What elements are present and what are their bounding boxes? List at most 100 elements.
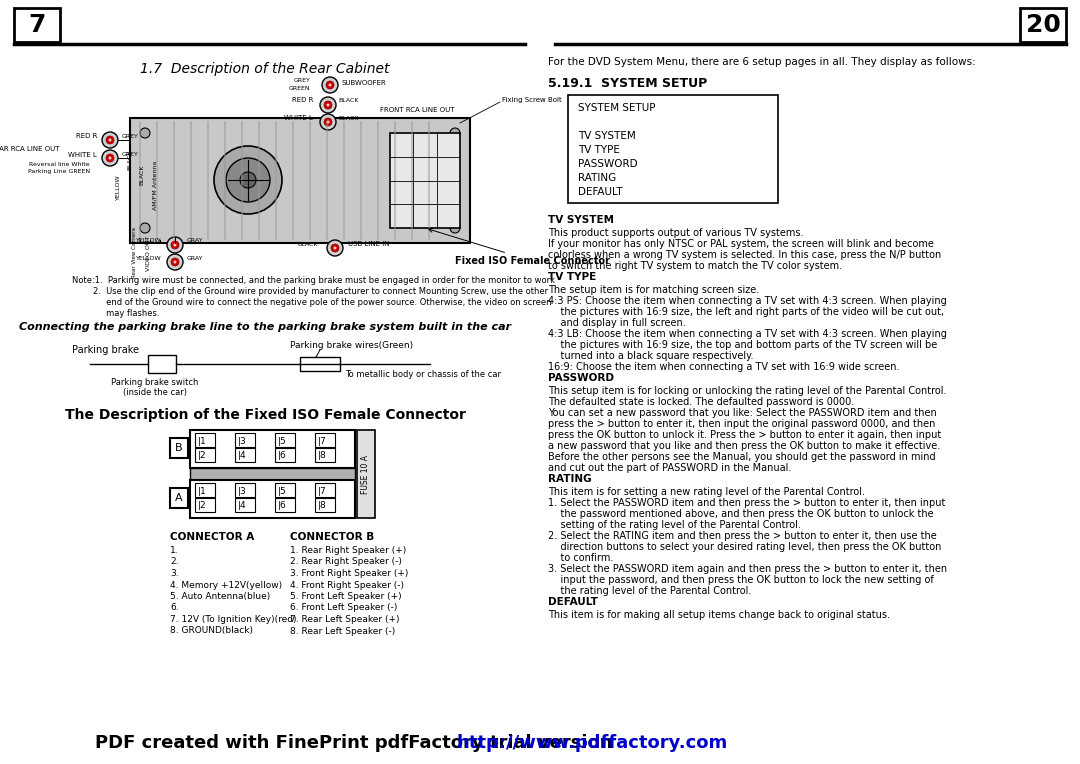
Bar [315,433,335,447]
Text: (inside the car): (inside the car) [123,388,187,397]
Text: YELLOW: YELLOW [136,255,162,261]
Bar [315,498,335,512]
Text: 8. GROUND(black): 8. GROUND(black) [170,626,253,636]
Text: 3. Select the PASSWORD item again and then press the > button to enter it, then: 3. Select the PASSWORD item again and th… [548,564,947,574]
Text: YELLOW: YELLOW [136,238,162,244]
Text: |5: |5 [278,487,287,496]
Text: 4. Front Right Speaker (-): 4. Front Right Speaker (-) [291,581,404,590]
Bar [190,468,355,480]
Text: 7. Rear Left Speaker (+): 7. Rear Left Speaker (+) [291,615,400,624]
Bar [190,430,355,468]
Text: The defaulted state is locked. The defaulted password is 0000.: The defaulted state is locked. The defau… [548,397,854,407]
Text: RED R: RED R [292,97,313,103]
Circle shape [326,103,329,106]
Text: VIDEO OUT: VIDEO OUT [146,235,150,270]
Text: http://www.pdffactory.com: http://www.pdffactory.com [457,734,728,752]
Text: FUSE 10 A: FUSE 10 A [362,455,370,494]
Circle shape [167,237,183,253]
Text: RATING: RATING [548,474,592,484]
Bar [275,433,295,447]
Bar [235,433,255,447]
Text: 7: 7 [28,13,45,37]
Text: 1.: 1. [170,546,178,555]
Circle shape [106,136,114,144]
Text: setting of the rating level of the Parental Control.: setting of the rating level of the Paren… [548,520,801,530]
Text: |8: |8 [318,501,327,510]
Circle shape [327,240,343,256]
Circle shape [450,128,460,138]
Text: 2. Rear Right Speaker (-): 2. Rear Right Speaker (-) [291,558,402,566]
Text: 20: 20 [1026,13,1061,37]
Bar [315,483,335,497]
Text: GREY: GREY [293,77,310,83]
Text: turned into a black square respectively.: turned into a black square respectively. [548,351,754,361]
Text: Connecting the parking brake line to the parking brake system built in the car: Connecting the parking brake line to the… [19,322,511,332]
Text: GRAY: GRAY [187,255,203,261]
Text: Note:1.  Parking wire must be connected, and the parking brake must be engaged i: Note:1. Parking wire must be connected, … [72,276,555,285]
Text: RATING: RATING [578,173,617,183]
Circle shape [320,114,336,130]
Text: Reversal line White: Reversal line White [29,163,90,167]
Text: Parking brake: Parking brake [72,345,139,355]
Circle shape [171,241,179,249]
Text: 7. 12V (To Ignition Key)(red): 7. 12V (To Ignition Key)(red) [170,615,297,624]
Text: press the > button to enter it, then input the original password 0000, and then: press the > button to enter it, then inp… [548,419,935,429]
Text: |4: |4 [238,501,246,510]
Circle shape [174,261,176,264]
Text: |2: |2 [198,501,206,510]
Text: GRAY: GRAY [187,238,203,244]
Text: 2.: 2. [170,558,178,566]
Circle shape [324,101,332,109]
Text: |3: |3 [238,487,246,496]
Bar [195,498,215,512]
Bar [170,438,188,458]
Circle shape [326,121,329,124]
Text: REAR RCA LINE OUT: REAR RCA LINE OUT [0,146,60,152]
Text: This setup item is for locking or unlocking the rating level of the Parental Con: This setup item is for locking or unlock… [548,386,946,396]
Text: |2: |2 [198,452,206,461]
Circle shape [174,244,176,247]
Bar [235,483,255,497]
Text: This product supports output of various TV systems.: This product supports output of various … [548,228,804,238]
Text: SYSTEM SETUP: SYSTEM SETUP [578,103,656,113]
Text: may flashes.: may flashes. [72,309,160,318]
Text: to confirm.: to confirm. [548,553,613,563]
Text: BLACK: BLACK [338,98,359,102]
Bar [390,133,460,228]
Text: 2.  Use the clip end of the Ground wire provided by manufacturer to connect Moun: 2. Use the clip end of the Ground wire p… [72,287,549,296]
Text: DEFAULT: DEFAULT [548,597,598,607]
Text: 5. Front Left Speaker (+): 5. Front Left Speaker (+) [291,592,402,601]
Text: PASSWORD: PASSWORD [578,159,637,169]
Text: the pictures with 16:9 size, the top and bottom parts of the TV screen will be: the pictures with 16:9 size, the top and… [548,340,937,350]
Text: TV TYPE: TV TYPE [578,145,620,155]
Circle shape [140,223,150,233]
Circle shape [171,258,179,266]
Text: the password mentioned above, and then press the OK button to unlock the: the password mentioned above, and then p… [548,509,933,519]
Text: |1: |1 [198,487,206,496]
Text: 6.: 6. [170,604,178,613]
Text: the pictures with 16:9 size, the left and right parts of the video will be cut o: the pictures with 16:9 size, the left an… [548,307,944,317]
Text: USB LINE IN: USB LINE IN [348,241,390,247]
Text: Rear View Camera: Rear View Camera [132,228,136,279]
Text: |7: |7 [318,487,327,496]
Bar [315,448,335,462]
Bar [300,357,340,371]
Text: This item is for setting a new rating level of the Parental Control.: This item is for setting a new rating le… [548,487,865,497]
Text: WHITE L: WHITE L [68,152,97,158]
Text: PDF created with FinePrint pdfFactory trial version: PDF created with FinePrint pdfFactory tr… [95,734,619,752]
Bar [275,483,295,497]
Bar [148,355,176,373]
Circle shape [102,132,118,148]
Text: YELLOW: YELLOW [116,174,121,200]
Text: BLACK: BLACK [338,115,359,121]
Bar [195,433,215,447]
Text: WHITE L: WHITE L [284,115,313,121]
Text: |3: |3 [238,436,246,445]
Text: 1. Rear Right Speaker (+): 1. Rear Right Speaker (+) [291,546,406,555]
Text: end of the Ground wire to connect the negative pole of the power source. Otherwi: end of the Ground wire to connect the ne… [72,298,552,307]
Circle shape [324,118,332,126]
Circle shape [140,128,150,138]
Text: a new password that you like and then press the OK button to make it effective.: a new password that you like and then pr… [548,441,941,451]
Bar [195,448,215,462]
Circle shape [240,172,256,188]
